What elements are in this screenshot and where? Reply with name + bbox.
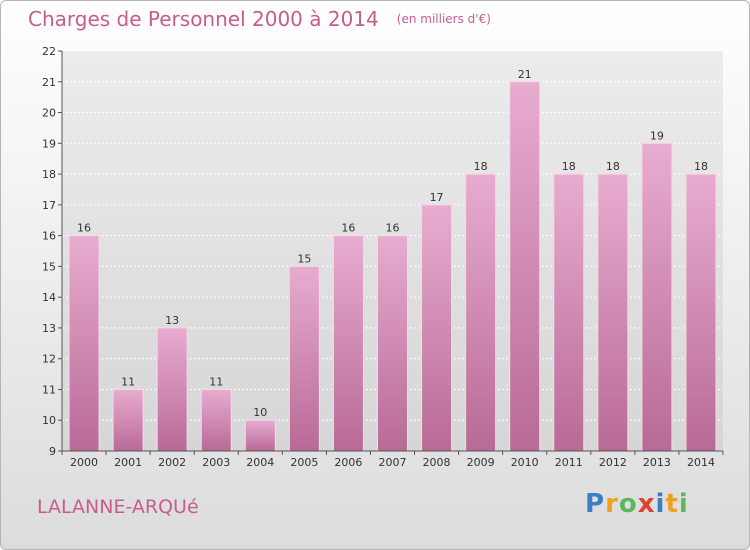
proxiti-logo: Proxiti	[585, 489, 689, 519]
x-tick-label: 2012	[599, 456, 627, 469]
commune-name: LALANNE-ARQUé	[37, 496, 199, 518]
y-tick-label: 20	[42, 107, 56, 120]
x-tick-label: 2011	[555, 456, 583, 469]
y-tick-label: 15	[42, 260, 56, 273]
y-tick-label: 13	[42, 322, 56, 335]
x-tick-label: 2001	[114, 456, 142, 469]
bar-value-label: 18	[562, 160, 576, 173]
bars-group: 16 11 13 11 10 15 16 16 17 18 21 18 18 19 18	[68, 68, 717, 452]
x-tick-label: 2010	[511, 456, 539, 469]
bar-value-label: 18	[694, 160, 708, 173]
bar	[200, 388, 232, 452]
bar	[641, 142, 673, 452]
bar-value-label: 16	[341, 222, 355, 235]
x-tick-label: 2004	[246, 456, 274, 469]
y-tick-label: 19	[42, 137, 56, 150]
bar-value-label: 13	[165, 314, 179, 327]
y-tick-label: 17	[42, 199, 56, 212]
x-axis: 2000 2001 2002 2003 2004 2005 2006 2007 2008 2009…	[61, 450, 724, 469]
y-tick-label: 11	[42, 383, 56, 396]
y-tick-label: 21	[42, 76, 56, 89]
bar-value-label: 15	[297, 252, 311, 265]
bar	[465, 173, 497, 452]
bar	[685, 173, 717, 452]
bar-value-label: 17	[430, 191, 444, 204]
bar-value-label: 11	[121, 375, 135, 388]
y-tick-label: 16	[42, 230, 56, 243]
bar	[156, 327, 188, 452]
bar	[509, 81, 541, 452]
x-tick-label: 2013	[643, 456, 671, 469]
chart-title-text: Charges de Personnel 2000 à 2014	[28, 7, 379, 31]
bar-value-label: 10	[253, 406, 267, 419]
y-tick-label: 12	[42, 353, 56, 366]
x-tick-label: 2009	[467, 456, 495, 469]
bar	[244, 419, 276, 452]
x-tick-label: 2008	[423, 456, 451, 469]
x-tick-label: 2006	[334, 456, 362, 469]
bar-value-label: 11	[209, 375, 223, 388]
bar-value-label: 18	[606, 160, 620, 173]
bar-value-label: 16	[386, 222, 400, 235]
chart-title: Charges de Personnel 2000 à 2014 (en mill…	[28, 7, 491, 31]
x-tick-label: 2014	[687, 456, 715, 469]
x-tick-label: 2002	[158, 456, 186, 469]
y-tick-label: 10	[42, 414, 56, 427]
bar	[421, 204, 453, 452]
y-tick-label: 18	[42, 168, 56, 181]
chart-subtitle: (en milliers d'€)	[396, 12, 491, 26]
x-tick-label: 2007	[379, 456, 407, 469]
bar	[68, 235, 100, 452]
y-tick-label: 9	[49, 445, 56, 458]
x-tick-label: 2000	[70, 456, 98, 469]
bar	[377, 235, 408, 452]
bar-value-label: 18	[474, 160, 488, 173]
x-tick-label: 2003	[202, 456, 230, 469]
bar-value-label: 21	[518, 68, 532, 81]
bar-value-label: 16	[77, 222, 91, 235]
bar	[112, 388, 144, 452]
y-tick-label: 14	[42, 291, 56, 304]
y-axis: 9 10 11 12 13 14 15 16 17 18 19 20 21 22	[42, 45, 63, 458]
bar-value-label: 19	[650, 129, 664, 142]
bar	[332, 235, 364, 452]
bar	[553, 173, 585, 452]
bar	[288, 265, 320, 452]
y-tick-label: 22	[42, 45, 56, 58]
x-tick-label: 2005	[290, 456, 318, 469]
bar	[597, 173, 629, 452]
